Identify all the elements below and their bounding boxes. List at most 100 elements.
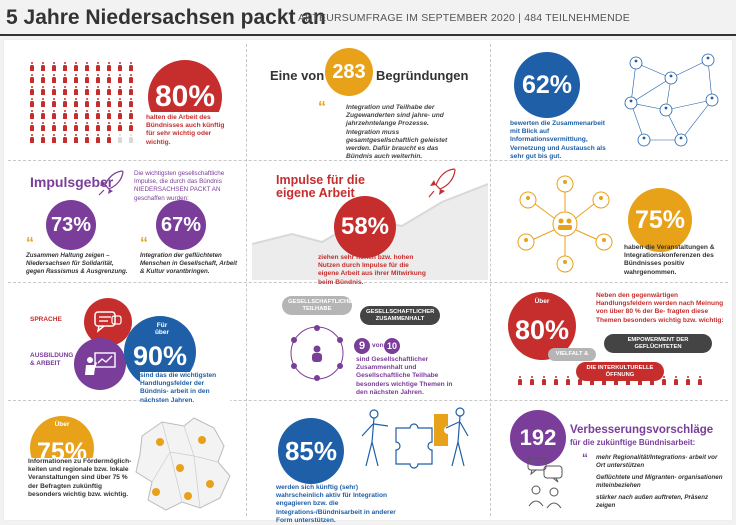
stat-prefix: Für über xyxy=(154,322,170,336)
label-sprache: SPRACHE xyxy=(30,316,62,323)
label-ausbildung: AUSBILDUNG & ARBEIT xyxy=(30,352,74,367)
person-icon xyxy=(518,376,522,386)
person-icon xyxy=(85,134,89,144)
section-title: Impulsgeber xyxy=(30,174,114,190)
divider xyxy=(246,44,247,516)
person-icon xyxy=(52,74,56,84)
person-icon xyxy=(52,86,56,96)
stat-value: 75% xyxy=(634,205,686,234)
person-icon xyxy=(52,98,56,108)
person-icon xyxy=(686,376,690,386)
divider xyxy=(490,44,491,516)
person-icon xyxy=(107,134,111,144)
stat-value: 80% xyxy=(154,80,216,113)
person-icon xyxy=(554,376,558,386)
stat-circle: 75% xyxy=(628,188,692,252)
stat-text: Neben den gegenwärtigen Handlungsfeldern… xyxy=(596,292,724,324)
person-icon xyxy=(41,62,45,72)
stat-value: 62% xyxy=(521,70,573,99)
bubble-zusammenhalt: GESELLSCHAFTLICHER ZUSAMMENHALT xyxy=(360,306,440,325)
person-icon xyxy=(118,86,122,96)
divider xyxy=(8,160,728,161)
person-icon xyxy=(52,134,56,144)
stat-circle: 85% xyxy=(278,418,344,484)
person-icon xyxy=(52,122,56,132)
person-icon xyxy=(107,74,111,84)
person-icon xyxy=(662,376,666,386)
person-icon xyxy=(30,122,34,132)
person-icon xyxy=(30,62,34,72)
num-10: 10 xyxy=(386,341,397,351)
person-icon xyxy=(74,62,78,72)
person-icon xyxy=(85,122,89,132)
person-icon xyxy=(41,86,45,96)
quote-text: Integration und Teilhabe der Zugewandert… xyxy=(346,104,448,161)
person-icon xyxy=(85,62,89,72)
person-icon xyxy=(96,110,100,120)
person-icon xyxy=(602,376,606,386)
rocket-icon xyxy=(98,170,124,196)
stat-value: 73% xyxy=(50,213,92,236)
stat-value: 67% xyxy=(160,213,202,236)
section-title: Impulse für die eigene Arbeit xyxy=(276,173,365,200)
impulse-text-2: Integration der geflüchteten Menschen in… xyxy=(140,252,238,276)
person-icon xyxy=(129,134,133,144)
presentation-icon xyxy=(85,352,116,375)
person-icon xyxy=(626,376,630,386)
person-icon xyxy=(129,122,133,132)
person-icon xyxy=(74,134,78,144)
stat-text: haben die Veranstaltungen & Integrations… xyxy=(624,244,715,276)
person-icon xyxy=(118,62,122,72)
person-icon xyxy=(107,122,111,132)
person-icon xyxy=(41,98,45,108)
person-icon xyxy=(638,376,642,386)
person-icon xyxy=(96,98,100,108)
stat-value: 85% xyxy=(284,435,338,466)
training-icon-circle xyxy=(74,338,126,390)
person-icon xyxy=(129,110,133,120)
person-icon xyxy=(107,86,111,96)
person-icon xyxy=(74,74,78,84)
person-icon xyxy=(118,122,122,132)
label-begruendungen: Begründungen xyxy=(376,68,469,83)
people-row xyxy=(518,372,718,392)
rocket-icon xyxy=(428,168,456,198)
group-circle-icon xyxy=(290,325,344,381)
person-icon xyxy=(129,62,133,72)
tag-vielfalt: VIELFALT & xyxy=(548,348,596,361)
person-icon xyxy=(96,86,100,96)
stat-value: 283 xyxy=(332,60,366,83)
person-icon xyxy=(566,376,570,386)
person-icon xyxy=(578,376,582,386)
person-icon xyxy=(107,110,111,120)
person-icon xyxy=(30,134,34,144)
person-icon xyxy=(96,134,100,144)
person-icon xyxy=(63,134,67,144)
person-icon xyxy=(96,122,100,132)
person-icon xyxy=(96,62,100,72)
person-icon xyxy=(542,376,546,386)
number-circle: 9 xyxy=(354,338,370,354)
stat-text: sind Gesellschaftlicher Zusammenhalt und… xyxy=(356,356,453,396)
stat-value: 192 xyxy=(519,425,557,450)
stat-text: Informationen zu Fördermöglich- keiten u… xyxy=(28,458,132,500)
person-icon xyxy=(41,122,45,132)
stat-text: bewerten die Zusammenarbeit mit Blick au… xyxy=(510,120,606,160)
stat-circle: 67% xyxy=(156,200,206,250)
person-icon xyxy=(698,376,702,386)
intro-text: Die wichtigsten gesellschaftliche Impuls… xyxy=(134,170,225,202)
quote-icon: “ xyxy=(318,99,326,116)
tag-empowerment: EMPOWERMENT DER GEFLÜCHTETEN xyxy=(604,334,712,353)
person-icon xyxy=(85,98,89,108)
stat-text: ziehen sehr hohen bzw. hohen Nutzen durc… xyxy=(318,254,426,286)
stat-prefix: Über xyxy=(54,421,70,428)
stat-text: sind das die wichtigsten Handlungsfelder… xyxy=(140,372,230,405)
person-icon xyxy=(52,62,56,72)
person-icon xyxy=(107,62,111,72)
person-icon xyxy=(63,62,67,72)
speech-bubble-icon xyxy=(94,311,122,333)
person-icon xyxy=(41,110,45,120)
impulse-text-1: Zusammen Haltung zeigen – Niedersachsen … xyxy=(26,252,128,276)
person-icon xyxy=(118,110,122,120)
person-icon xyxy=(63,86,67,96)
